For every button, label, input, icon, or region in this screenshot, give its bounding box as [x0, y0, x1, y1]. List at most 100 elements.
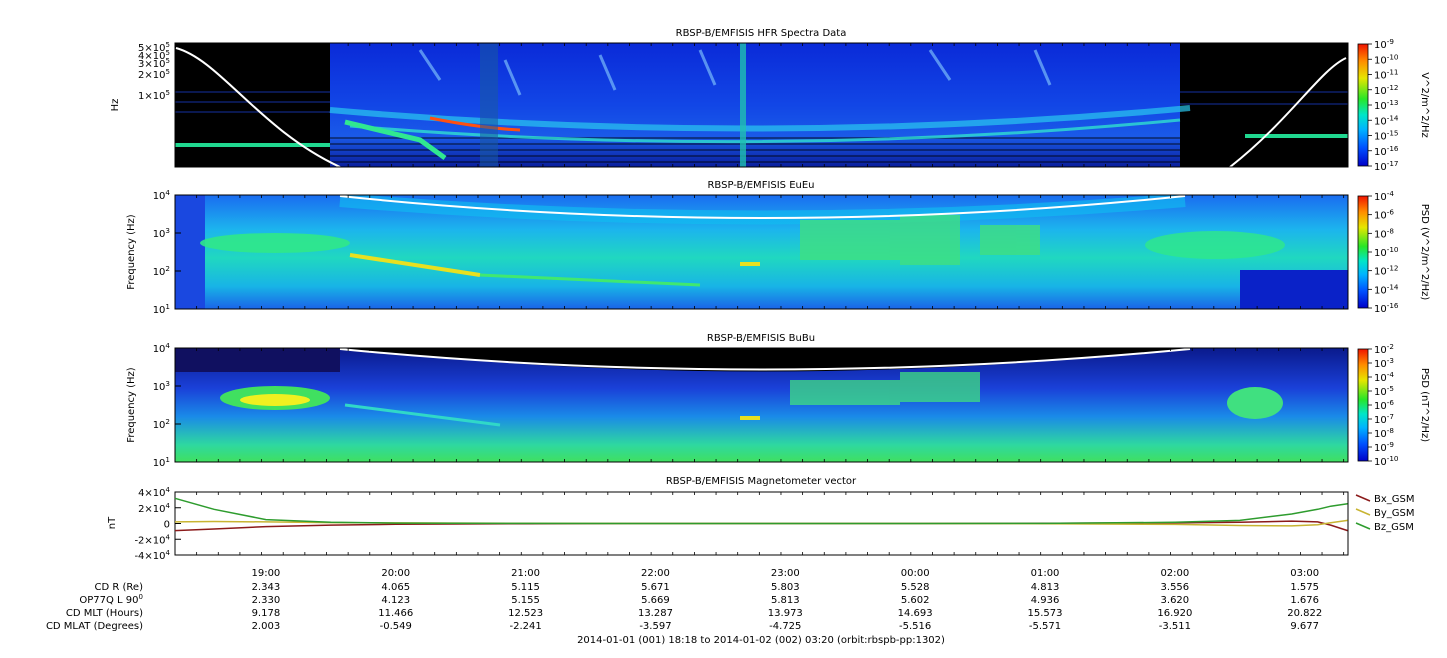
- hfr-ytick-2e5: 2×105: [138, 68, 170, 81]
- eueu-ylabel: Frequency (Hz): [126, 214, 137, 290]
- ephemeris-value: 5.669: [641, 595, 670, 606]
- colorbar-tick-label: 10-7: [1374, 412, 1394, 426]
- legend-entry: By_GSM: [1374, 508, 1415, 519]
- ephemeris-value: 20.822: [1287, 608, 1322, 619]
- ephemeris-value: 13.287: [638, 608, 673, 619]
- ephemeris-value: -5.571: [1029, 621, 1061, 632]
- bubu-colorbar-label: PSD (nT^2/Hz): [1419, 368, 1430, 442]
- mag-series-lines: [174, 497, 1348, 532]
- ytick-label: 103: [153, 379, 170, 393]
- ytick-label: 102: [153, 417, 170, 431]
- time-axis-ticks: 19:00 20:00 21:00 22:00 23:00 00:00 01:00 02:00…: [174, 43, 1345, 579]
- colorbar-tick-label: 10-8: [1374, 426, 1394, 440]
- ephemeris-value: 2.343: [252, 582, 281, 593]
- legend-swatch: [1355, 522, 1371, 530]
- colorbar-tick-label: 10-16: [1374, 301, 1399, 315]
- ephemeris-value: 11.466: [378, 608, 413, 619]
- bubu-panel: RBSP-B/EMFISIS BuBu Frequency (Hz) 104 10…: [126, 333, 1430, 469]
- mag-ylabel: nT: [107, 516, 118, 529]
- bubu-title: RBSP-B/EMFISIS BuBu: [707, 333, 815, 344]
- ephemeris-row-label: CD R (Re): [95, 582, 144, 593]
- mag-ytick-label: -2×104: [134, 533, 170, 546]
- time-tick-label: 21:00: [511, 568, 540, 579]
- ephemeris-value: 2.330: [252, 595, 281, 606]
- time-tick-label: 23:00: [771, 568, 800, 579]
- ytick-label: 101: [153, 455, 170, 469]
- colorbar-tick-label: 10-12: [1374, 264, 1398, 278]
- time-tick-label: 01:00: [1031, 568, 1060, 579]
- ephemeris-value: 4.813: [1031, 582, 1060, 593]
- ytick-label: 104: [153, 188, 171, 202]
- ephemeris-value: 3.556: [1161, 582, 1190, 593]
- ephemeris-value: 5.602: [901, 595, 930, 606]
- ephemeris-value: 5.155: [511, 595, 540, 606]
- colorbar-tick-label: 10-12: [1374, 83, 1398, 97]
- ephemeris-value: 4.065: [381, 582, 410, 593]
- hfr-ytick-labels: 5×105 4×105 3×105 2×105 1×105: [138, 41, 170, 102]
- colorbar-tick-label: 10-15: [1374, 129, 1398, 143]
- legend-entry: Bx_GSM: [1374, 494, 1415, 505]
- bubu-ylabel: Frequency (Hz): [126, 367, 137, 443]
- colorbar-tick-label: 10-13: [1374, 98, 1398, 112]
- ephemeris-table: CD R (Re) 2.343 4.065 5.115 5.671 5.803 5.528 4…: [46, 582, 1322, 632]
- ephemeris-value: 5.671: [641, 582, 670, 593]
- eueu-colorbar: [1357, 195, 1369, 309]
- hfr-ytick-1e5: 1×105: [138, 89, 170, 102]
- ytick-label: 101: [153, 302, 170, 316]
- ephemeris-value: 2.003: [252, 621, 281, 632]
- time-tick-label: 03:00: [1290, 568, 1319, 579]
- ephemeris-value: 4.123: [381, 595, 410, 606]
- ephemeris-row-label: CD MLT (Hours): [66, 608, 143, 619]
- hfr-ylabel: Hz: [110, 99, 121, 112]
- ephemeris-value: -2.241: [509, 621, 541, 632]
- bubu-spectrogram: [175, 348, 1348, 462]
- colorbar-tick-label: 10-6: [1374, 398, 1394, 412]
- bubu-colorbar-ticks: 10-210-310-410-510-610-710-810-910-10: [1368, 342, 1399, 468]
- eueu-panel: RBSP-B/EMFISIS EuEu Frequency (Hz) 10410…: [126, 180, 1430, 316]
- ephemeris-value: 16.920: [1157, 608, 1192, 619]
- ephemeris-value: 5.803: [771, 582, 800, 593]
- series-line-Bz_GSM: [174, 497, 1348, 525]
- colorbar-tick-label: 10-14: [1374, 282, 1399, 296]
- colorbar-tick-label: 10-14: [1374, 113, 1399, 127]
- mag-title: RBSP-B/EMFISIS Magnetometer vector: [666, 476, 857, 487]
- colorbar-tick-label: 10-16: [1374, 144, 1399, 158]
- ephemeris-value: 5.528: [901, 582, 930, 593]
- colorbar-tick-label: 10-11: [1374, 68, 1398, 82]
- ephemeris-value: -0.549: [380, 621, 412, 632]
- ephemeris-value: 1.575: [1290, 582, 1319, 593]
- ephemeris-value: 9.677: [1290, 621, 1319, 632]
- ephemeris-value: 14.693: [898, 608, 933, 619]
- bubu-colorbar: [1357, 348, 1369, 462]
- ephemeris-row-label: CD MLAT (Degrees): [46, 621, 143, 632]
- ephemeris-value: 1.676: [1290, 595, 1319, 606]
- hfr-ytick-3e5: 3×105: [138, 57, 170, 70]
- legend-entry: Bz_GSM: [1374, 522, 1414, 533]
- mag-ytick-label: 4×104: [138, 486, 170, 499]
- time-tick-label: 00:00: [901, 568, 930, 579]
- ephemeris-value: -4.725: [769, 621, 801, 632]
- colorbar-tick-label: 10-10: [1374, 245, 1399, 259]
- mag-panel: RBSP-B/EMFISIS Magnetometer vector nT 4×…: [107, 476, 1415, 562]
- ytick-label: 104: [153, 341, 171, 355]
- ephemeris-value: -5.516: [899, 621, 931, 632]
- colorbar-tick-label: 10-3: [1374, 356, 1394, 370]
- footer-time-range: 2014-01-01 (001) 18:18 to 2014-01-02 (00…: [577, 635, 945, 646]
- ephemeris-value: 15.573: [1028, 608, 1063, 619]
- eueu-colorbar-label: PSD (V^2/m^2/Hz): [1419, 204, 1430, 301]
- colorbar-tick-label: 10-17: [1374, 159, 1398, 173]
- hfr-ytick-4e5: 4×105: [138, 49, 170, 62]
- ephemeris-value: 5.115: [511, 582, 540, 593]
- colorbar-tick-label: 10-5: [1374, 384, 1394, 398]
- colorbar-tick-label: 10-8: [1374, 226, 1394, 240]
- ephemeris-value: 3.620: [1161, 595, 1190, 606]
- legend-swatch: [1355, 508, 1371, 516]
- hfr-title: RBSP-B/EMFISIS HFR Spectra Data: [676, 28, 847, 39]
- colorbar-tick-label: 10-2: [1374, 342, 1394, 356]
- time-tick-label: 22:00: [641, 568, 670, 579]
- hfr-spectrogram: [175, 43, 1348, 167]
- ephemeris-value: -3.511: [1159, 621, 1191, 632]
- colorbar-tick-label: 10-10: [1374, 454, 1399, 468]
- time-tick-label: 19:00: [251, 568, 280, 579]
